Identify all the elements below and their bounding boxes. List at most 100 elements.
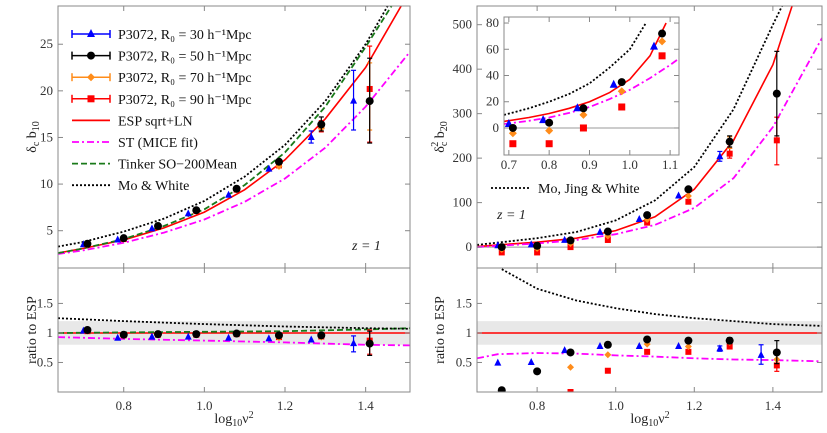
data-point-circle: [772, 348, 781, 357]
data-point-diamond: [658, 37, 667, 46]
data-point-triangle: [539, 115, 548, 124]
y-tick-label: 1: [466, 325, 473, 340]
plot-area: [477, 268, 822, 392]
legend-entry: ST (MICE fit): [72, 136, 198, 151]
curve-mo-white: [58, 6, 389, 248]
data-point-circle: [87, 51, 95, 60]
curve-st-mice-fit-: [58, 51, 410, 255]
series-triangle: [504, 41, 658, 128]
legend-label: P3072, R₀ = 30 h⁻¹Mpc: [118, 28, 252, 43]
series-circle: [83, 57, 374, 248]
y-tick-label: 20: [40, 83, 53, 98]
data-point-triangle: [265, 334, 273, 342]
data-point-square: [644, 348, 651, 355]
data-point-square: [509, 140, 517, 148]
data-point-circle: [533, 241, 542, 250]
curve-st-mice-fit-: [504, 57, 679, 125]
y-tick-label: 500: [453, 17, 473, 32]
data-point-circle: [772, 89, 781, 98]
data-point-triangle: [307, 335, 315, 343]
y-tick-label: 400: [453, 61, 473, 76]
data-point-diamond: [684, 192, 692, 200]
curve-mo-jing-white: [504, 22, 647, 116]
data-point-circle: [317, 331, 326, 340]
y-axis-label-top-left: δc b10: [25, 121, 42, 153]
data-point-triangle: [635, 215, 643, 223]
data-point-circle: [497, 243, 506, 252]
data-point-square: [604, 236, 611, 243]
data-point-square: [604, 367, 611, 374]
data-point-triangle: [716, 344, 724, 352]
data-point-circle: [684, 185, 693, 194]
x-axis-label-left: log10ν2: [214, 410, 253, 429]
data-point-square: [534, 249, 541, 256]
data-point-circle: [579, 104, 588, 113]
data-point-circle: [365, 97, 374, 106]
legend-label: Mo & White: [118, 179, 189, 194]
annotation-z-left: z = 1: [351, 239, 381, 254]
series-circle: [508, 29, 667, 132]
data-point-triangle: [307, 132, 315, 140]
data-point-circle: [153, 330, 162, 339]
data-point-triangle: [350, 339, 358, 347]
panel-inset: 0 20 40 60 80 0.7 0.8 0.9 1.0 1.1: [486, 15, 680, 172]
data-point-square: [579, 124, 587, 132]
plot-frame: [503, 16, 680, 156]
data-point-triangle: [675, 191, 683, 199]
y-tick-label: 1.5: [456, 295, 472, 310]
data-point-triangle: [527, 240, 535, 248]
y-tick-label: 60: [486, 41, 499, 56]
x-tick-label: 0.8: [529, 398, 545, 413]
data-point-square: [618, 103, 626, 111]
data-point-triangle: [596, 342, 604, 350]
data-point-circle: [365, 339, 374, 348]
plot-background: [58, 6, 410, 268]
curve-mo-jing-white: [477, 6, 784, 246]
data-point-square: [87, 95, 95, 103]
data-point-triangle: [225, 190, 233, 198]
data-point-circle: [603, 227, 612, 236]
data-point-square: [658, 52, 666, 60]
data-point-square: [567, 389, 574, 392]
data-point-triangle: [573, 103, 582, 112]
data-point-square: [726, 343, 733, 350]
curve-tinker-so-200mean: [58, 327, 410, 334]
x-tick-label: 1.2: [686, 398, 702, 413]
x-tick-label: 1.0: [622, 157, 638, 172]
legend-entry: P3072, R₀ = 30 h⁻¹Mpc: [71, 28, 252, 43]
y-tick-label: 40: [486, 68, 499, 83]
data-point-circle: [192, 330, 201, 339]
data-point-diamond: [567, 363, 575, 371]
data-point-diamond: [604, 351, 612, 359]
curve-esp-sqrt-ln: [477, 6, 793, 248]
curve-tinker-so-200mean: [58, 6, 393, 254]
data-point-circle: [232, 184, 241, 193]
y-tick-label: 15: [40, 129, 53, 144]
data-point-square: [773, 362, 780, 369]
legend-entry: ESP sqrt+LN: [72, 114, 193, 129]
data-point-triangle: [561, 346, 569, 354]
plot-area: [504, 22, 679, 148]
data-point-circle: [317, 120, 326, 129]
data-point-circle: [725, 137, 734, 146]
data-point-circle: [533, 367, 542, 376]
data-point-circle: [232, 329, 241, 338]
legend-entry: Tinker SO−200Mean: [72, 158, 237, 173]
panel-bottom-right: 0.5 1 1.5 0.8 1.0 1.2 1.4: [456, 267, 823, 413]
y-axis-label-bottom-left: ratio to ESP: [25, 296, 40, 364]
plot-area: [58, 6, 410, 255]
plot-frame: [57, 267, 411, 393]
data-point-circle: [83, 326, 92, 334]
legend-label: Tinker SO−200Mean: [118, 158, 237, 173]
x-tick-label: 1.4: [765, 398, 782, 413]
data-point-circle: [566, 348, 575, 357]
data-point-circle: [617, 78, 626, 87]
y-tick-label: 0: [493, 120, 500, 135]
y-tick-label: 5: [47, 223, 54, 238]
data-point-diamond: [684, 343, 692, 351]
curve-st-mice-fit-: [477, 352, 822, 363]
legend: P3072, R₀ = 30 h⁻¹Mpc P3072, R₀ = 50 h⁻¹M…: [71, 28, 252, 194]
y-axis-label-top-right: δc2 b20: [430, 121, 450, 153]
data-point-square: [567, 244, 574, 251]
data-point-triangle: [114, 333, 122, 341]
